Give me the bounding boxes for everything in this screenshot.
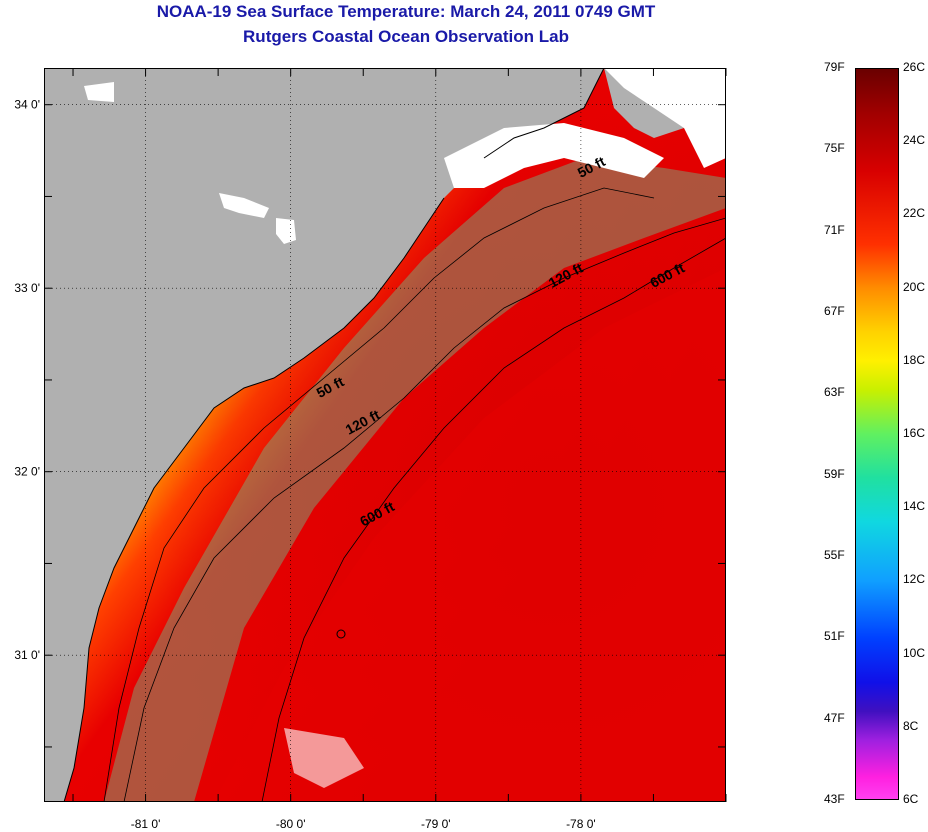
colorbar-label-c: 10C (903, 645, 926, 660)
lon-tick-label: -78 0' (566, 817, 596, 831)
colorbar-label-f: 63F (824, 385, 845, 400)
colorbar-label-c: 22C (903, 206, 926, 221)
cloud (84, 82, 114, 102)
cloud (219, 193, 269, 218)
colorbar-label-f: 75F (824, 141, 845, 156)
map-frame (44, 68, 726, 802)
lat-tick-label: 32 0' (14, 465, 40, 479)
station-marker (336, 629, 346, 639)
colorbar-label-c: 24C (903, 133, 926, 148)
colorbar-label-f: 55F (824, 548, 845, 562)
lat-tick-label: 34 0' (14, 98, 40, 112)
colorbar-label-c: 18C (903, 352, 926, 367)
lon-tick-label: -80 0' (276, 817, 306, 831)
cloud (284, 728, 364, 788)
colorbar-label-c: 16C (903, 426, 926, 440)
cloud (604, 68, 726, 168)
cloud (444, 123, 664, 188)
colorbar-label-f: 51F (824, 629, 845, 644)
colorbar (855, 68, 899, 800)
colorbar-label-f: 71F (824, 222, 845, 237)
colorbar-label-c: 14C (903, 499, 926, 514)
lat-lon-grid (44, 68, 726, 802)
coastline (63, 197, 445, 802)
colorbar-label-f: 43F (824, 792, 845, 806)
isobath-50ft (103, 187, 655, 802)
colorbar-label-f: 47F (824, 710, 845, 725)
lat-tick-label: 31 0' (14, 648, 40, 662)
lon-tick-label: -79 0' (421, 817, 451, 831)
colorbar-label-c: 26C (903, 60, 926, 74)
lat-tick-label: 33 0' (14, 281, 40, 295)
coastline (483, 68, 605, 159)
colorbar-label-c: 20C (903, 279, 926, 294)
colorbar-label-f: 59F (824, 466, 845, 481)
colorbar-label-c: 6C (903, 792, 919, 806)
colorbar-label-c: 8C (903, 718, 919, 733)
gulf-stream (214, 268, 726, 802)
colorbar-label-f: 67F (824, 304, 845, 318)
chart-title: NOAA-19 Sea Surface Temperature: March 2… (156, 2, 656, 21)
cool-shelf (104, 158, 726, 802)
sst-map[interactable]: 50 ft 50 ft 120 ft 120 ft 600 ft 600 ft (44, 68, 726, 802)
chart-subtitle: Rutgers Coastal Ocean Observation Lab (243, 27, 569, 46)
land (44, 68, 604, 802)
colorbar-label-f: 79F (824, 60, 845, 74)
colorbar-label-c: 12C (903, 572, 926, 587)
isobath-120ft (123, 217, 726, 802)
lon-tick-label: -81 0' (131, 817, 161, 831)
cloud (276, 218, 296, 244)
